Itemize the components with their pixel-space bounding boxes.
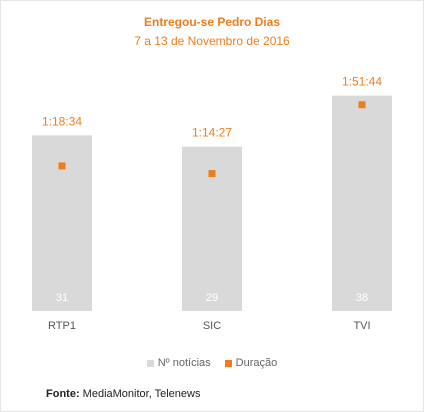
category-label-rtp1: RTP1: [48, 320, 76, 332]
category-label-tvi: TVI: [353, 320, 370, 332]
legend-label-bars: Nº notícias: [157, 357, 211, 369]
source-label: Fonte:: [46, 388, 80, 400]
bar-value-label-sic: 29: [206, 292, 218, 304]
legend-item-duration[interactable]: Duração: [224, 357, 278, 369]
legend-swatch-duration: [224, 359, 232, 367]
category-label-sic: SIC: [203, 320, 221, 332]
duration-point-sic: [208, 170, 216, 178]
chart-plot-area: 31 1:18:34 RTP1 29 1:14:27 SIC 38 1:51:44 TVI: [32, 75, 392, 332]
legend-item-bars[interactable]: Nº notícias: [146, 357, 211, 369]
duration-label-tvi: 1:51:44: [342, 75, 382, 89]
duration-label-rtp1: 1:18:34: [42, 114, 82, 128]
chart-legend: Nº notícias Duração: [1, 357, 423, 369]
duration-point-rtp1: [58, 162, 66, 170]
bar-tvi: [332, 95, 392, 312]
chart-title: Entregou-se Pedro Dias: [143, 15, 281, 29]
duration-point-tvi: [358, 101, 366, 109]
bar-value-label-tvi: 38: [356, 292, 368, 304]
bar-rtp1: [32, 135, 92, 311]
legend-swatch-bars: [146, 359, 154, 367]
source-text: MediaMonitor, Telenews: [79, 388, 201, 400]
chart-subtitle: 7 a 13 de Novembro de 2016: [134, 34, 290, 48]
source-footer: Fonte: MediaMonitor, Telenews: [46, 388, 200, 400]
duration-label-sic: 1:14:27: [192, 126, 232, 140]
bar-value-label-rtp1: 31: [56, 292, 68, 304]
legend-label-duration: Duração: [235, 357, 278, 369]
